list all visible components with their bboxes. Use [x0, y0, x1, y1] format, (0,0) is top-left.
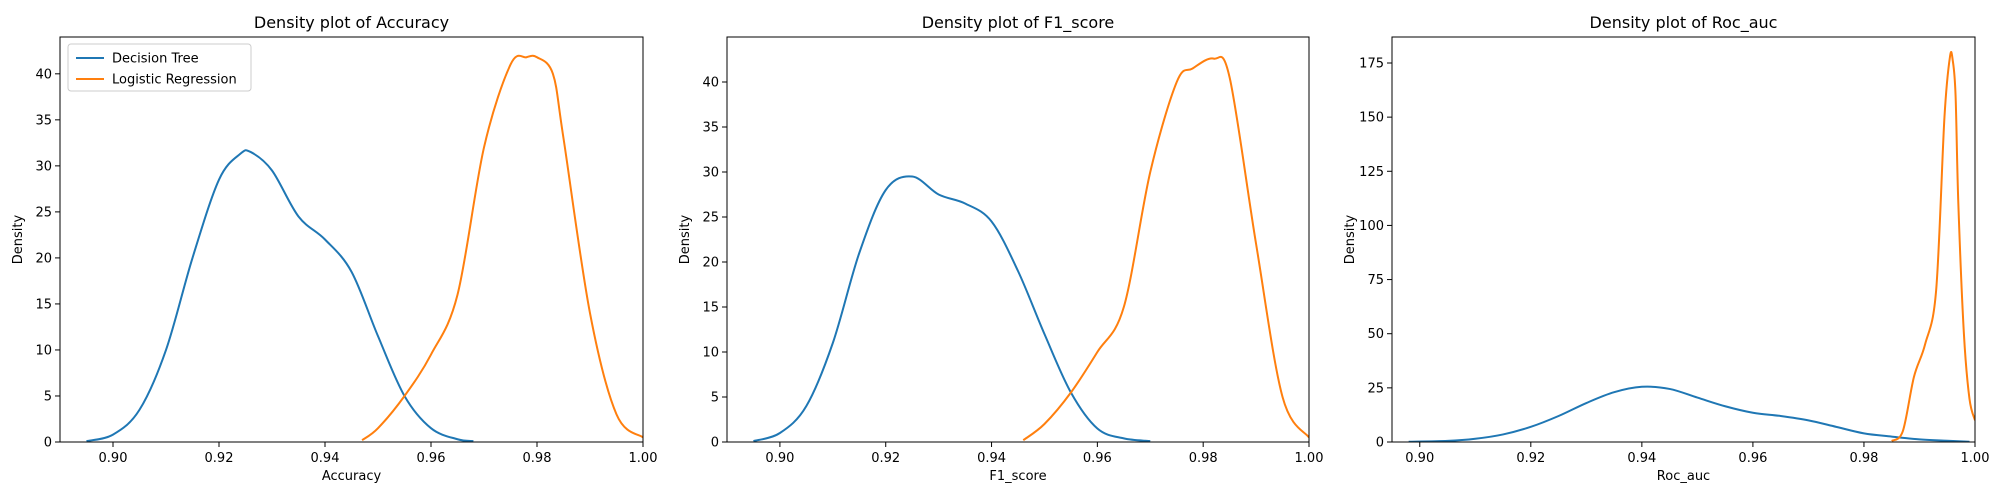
x-axis-label: Roc_auc — [1657, 469, 1710, 484]
y-tick-label: 50 — [1367, 327, 1384, 342]
series-line-decision-tree — [86, 149, 474, 442]
legend-label: Decision Tree — [112, 52, 199, 67]
x-axis-label: F1_score — [989, 469, 1046, 484]
y-tick-label: 150 — [1359, 111, 1384, 126]
y-tick-label: 30 — [35, 159, 52, 174]
y-tick-label: 30 — [702, 166, 719, 181]
y-tick-label: 100 — [1359, 219, 1384, 234]
x-axis-label: Accuracy — [322, 469, 382, 484]
series-group — [86, 54, 643, 442]
x-tick-label: 0.98 — [1189, 451, 1218, 466]
y-tick-label: 25 — [1367, 381, 1384, 396]
x-tick-label: 0.94 — [311, 451, 340, 466]
x-tick-label: 1.00 — [1295, 451, 1324, 466]
series-group — [1408, 51, 1975, 442]
x-tick-label: 1.00 — [1961, 451, 1990, 466]
x-tick-label: 1.00 — [629, 451, 658, 466]
x-tick-label: 0.98 — [523, 451, 552, 466]
series-line-decision-tree — [1408, 385, 1970, 442]
axes-frame — [1391, 36, 1976, 443]
legend-box — [67, 43, 252, 92]
y-tick-label: 40 — [35, 67, 52, 82]
x-tick-label: 0.98 — [1849, 451, 1878, 466]
series-line-decision-tree — [753, 175, 1151, 442]
y-tick-label: 175 — [1359, 56, 1384, 71]
y-tick-label: 20 — [702, 256, 719, 271]
x-tick-label: 0.96 — [1738, 451, 1767, 466]
y-tick-label: 40 — [702, 76, 719, 91]
axes-frame — [726, 36, 1310, 443]
y-axis-label: Density — [1343, 214, 1358, 264]
y-tick-label: 75 — [1367, 273, 1384, 288]
series-line-logistic-regression — [1022, 56, 1309, 442]
y-tick-label: 0 — [44, 436, 52, 451]
series-line-logistic-regression — [1891, 51, 1975, 442]
x-tick-label: 0.96 — [417, 451, 446, 466]
y-tick-label: 5 — [711, 391, 719, 406]
x-tick-label: 0.92 — [205, 451, 234, 466]
y-tick-label: 25 — [702, 211, 719, 226]
y-axis-label: Density — [11, 214, 26, 264]
chart-title: Density plot of Accuracy — [254, 13, 449, 32]
x-tick-label: 0.90 — [99, 451, 128, 466]
chart-title: Density plot of F1_score — [922, 13, 1115, 33]
x-tick-label: 0.92 — [1516, 451, 1545, 466]
x-tick-label: 0.96 — [1083, 451, 1112, 466]
chart-panel-2: 0.90 0.92 0.94 0.96 0.98 1.00 0 5 10 15 20 25 30 35 40… — [678, 13, 1323, 484]
series-group — [753, 56, 1309, 442]
x-tick-label: 0.94 — [1627, 451, 1656, 466]
chart-title: Density plot of Roc_auc — [1590, 13, 1778, 33]
legend: Decision Tree Logistic Regression — [67, 43, 252, 92]
x-tick-label: 0.94 — [977, 451, 1006, 466]
y-tick-label: 35 — [702, 121, 719, 136]
y-tick-label: 5 — [44, 389, 52, 404]
x-tick-label: 0.90 — [1405, 451, 1434, 466]
chart-panel-3: 0.90 0.92 0.94 0.96 0.98 1.00 0 25 50 75 100 125 150… — [1343, 13, 1989, 484]
y-axis-label: Density — [678, 214, 693, 264]
y-tick-label: 0 — [711, 436, 719, 451]
legend-label: Logistic Regression — [112, 73, 237, 88]
axes-frame — [59, 36, 644, 443]
series-line-logistic-regression — [361, 54, 643, 441]
y-tick-label: 10 — [702, 346, 719, 361]
y-tick-label: 0 — [1376, 436, 1384, 451]
y-tick-label: 10 — [35, 343, 52, 358]
chart-panel-1: 0.90 0.92 0.94 0.96 0.98 1.00 0 5 10 15 20 25 30 35 40… — [11, 13, 657, 484]
y-tick-label: 15 — [702, 301, 719, 316]
y-tick-label: 15 — [35, 297, 52, 312]
y-tick-label: 25 — [35, 205, 52, 220]
x-tick-label: 0.92 — [871, 451, 900, 466]
x-tick-label: 0.90 — [765, 451, 794, 466]
y-tick-label: 125 — [1359, 165, 1384, 180]
y-tick-label: 35 — [35, 113, 52, 128]
y-tick-label: 20 — [35, 251, 52, 266]
